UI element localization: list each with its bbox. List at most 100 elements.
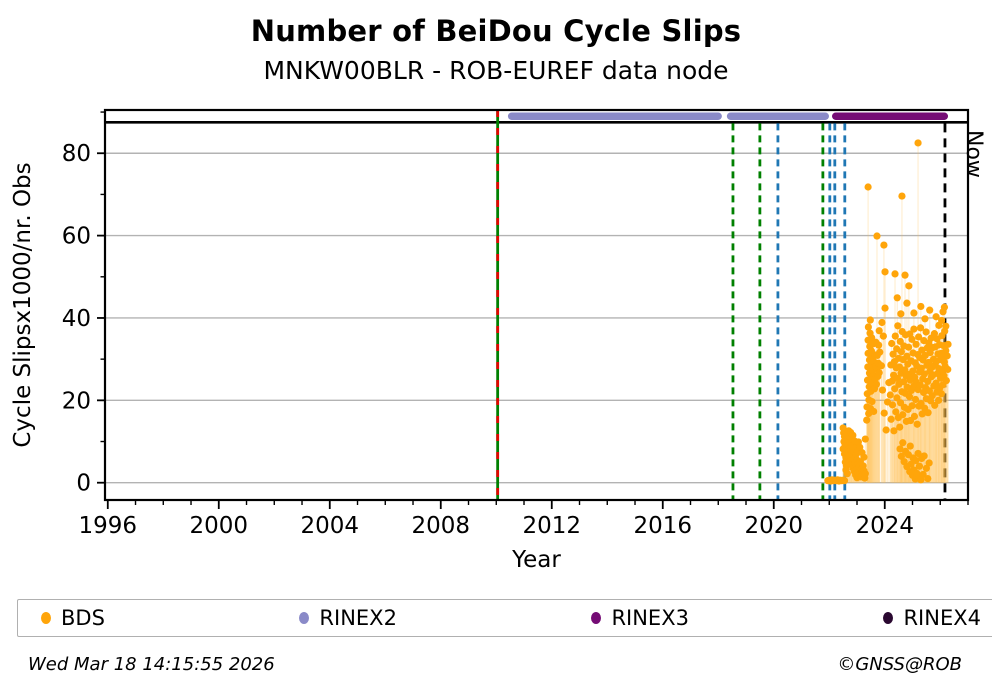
scatter-point xyxy=(914,139,922,147)
y-tick-label: 40 xyxy=(62,306,91,332)
scatter-point xyxy=(932,379,940,387)
rinex3-bar xyxy=(832,112,949,120)
scatter-point xyxy=(866,316,874,324)
scatter-point xyxy=(913,420,921,428)
legend-item-rinex4: RINEX4 xyxy=(883,606,981,630)
scatter-point xyxy=(892,408,900,416)
bds-points xyxy=(824,139,952,485)
scatter-point xyxy=(921,315,929,323)
scatter-point xyxy=(915,462,924,470)
scatter-point xyxy=(912,340,920,348)
scatter-point xyxy=(868,397,876,406)
scatter-point xyxy=(908,335,916,343)
scatter-point xyxy=(861,435,869,443)
rinex3-marker-icon xyxy=(591,612,602,624)
legend: BDS RINEX2 RINEX3 RINEX4 xyxy=(17,599,992,637)
scatter-point xyxy=(873,232,881,240)
scatter-point xyxy=(917,302,925,311)
scatter-point xyxy=(905,282,913,290)
scatter-point xyxy=(898,192,906,200)
scatter-point xyxy=(889,350,897,358)
chart-title: Number of BeiDou Cycle Slips xyxy=(250,14,742,48)
scatter-point xyxy=(891,270,899,278)
scatter-point xyxy=(875,341,883,349)
scatter-point xyxy=(911,395,920,404)
gridlines xyxy=(105,152,968,484)
scatter-point xyxy=(878,318,886,327)
scatter-point xyxy=(893,394,901,402)
scatter-point xyxy=(849,431,857,439)
scatter-point xyxy=(940,303,949,311)
scatter-point xyxy=(880,409,888,417)
scatter-point xyxy=(924,474,932,483)
rinex2-bar xyxy=(726,112,829,120)
scatter-point xyxy=(870,407,878,416)
scatter-point xyxy=(912,456,920,465)
x-tick-label: 1996 xyxy=(79,513,138,539)
scatter-point xyxy=(906,442,914,450)
rinex-bars xyxy=(507,112,949,120)
scatter-point xyxy=(875,369,883,377)
scatter-point xyxy=(922,464,930,472)
legend-item-rinex3: RINEX3 xyxy=(591,606,689,630)
x-tick-label: 2016 xyxy=(633,513,692,539)
y-tick-label: 0 xyxy=(76,471,91,497)
scatter-point xyxy=(920,452,928,460)
scatter-point xyxy=(914,449,922,458)
legend-label-bds: BDS xyxy=(61,606,105,630)
scatter-point xyxy=(887,415,895,423)
scatter-point xyxy=(896,445,904,453)
legend-label-rinex2: RINEX2 xyxy=(319,606,397,630)
scatter-point xyxy=(930,330,939,338)
scatter-point xyxy=(901,366,909,374)
scatter-point xyxy=(918,410,926,418)
scatter-point xyxy=(916,324,925,332)
scatter-point xyxy=(863,416,871,424)
scatter-point xyxy=(864,323,872,331)
scatter-point xyxy=(886,391,894,399)
legend-item-rinex2: RINEX2 xyxy=(299,606,397,630)
scatter-point xyxy=(910,325,918,333)
rinex2-marker-icon xyxy=(299,612,310,624)
scatter-point xyxy=(893,294,901,302)
scatter-point xyxy=(917,364,925,372)
y-tick-label: 80 xyxy=(62,141,91,167)
chart-subtitle: MNKW00BLR - ROB-EUREF data node xyxy=(263,56,729,85)
scatter-point xyxy=(878,386,887,394)
timestamp: Wed Mar 18 14:15:55 2026 xyxy=(28,654,275,675)
scatter-point xyxy=(840,477,849,485)
scatter-point xyxy=(899,411,907,419)
scatter-point xyxy=(881,268,889,276)
x-tick-label: 2000 xyxy=(189,513,248,539)
scatter-point xyxy=(922,328,930,336)
scatter-point xyxy=(860,453,868,461)
credit: ©GNSS@ROB xyxy=(837,654,962,675)
scatter-point xyxy=(876,348,884,356)
scatter-point xyxy=(915,333,923,341)
scatter-point xyxy=(897,310,905,318)
plot-area: Now 0 20 40 60 80 1996 2000 2004 2008 2012 2016 2020… xyxy=(10,108,986,573)
scatter-point xyxy=(944,340,952,348)
scatter-point xyxy=(924,409,932,417)
x-tick-label: 2020 xyxy=(744,513,803,539)
scatter-point xyxy=(931,401,939,409)
scatter-point xyxy=(891,332,899,340)
scatter-point xyxy=(919,470,927,479)
scatter-point xyxy=(881,304,889,312)
y-axis-label: Cycle Slipsx1000/nr. Obs xyxy=(10,162,36,447)
scatter-point xyxy=(935,321,943,329)
scatter-point xyxy=(893,374,902,383)
scatter-point xyxy=(879,332,887,340)
event-vlines xyxy=(496,110,947,500)
bds-marker-icon xyxy=(41,612,51,624)
scatter-point xyxy=(897,452,906,460)
scatter-point xyxy=(905,393,914,401)
legend-item-bds: BDS xyxy=(41,606,105,630)
scatter-point xyxy=(899,439,907,447)
x-tick-label: 2012 xyxy=(522,513,581,539)
scatter-point xyxy=(868,334,876,342)
scatter-point xyxy=(908,402,916,410)
scatter-point xyxy=(932,313,940,321)
scatter-point xyxy=(903,352,911,360)
